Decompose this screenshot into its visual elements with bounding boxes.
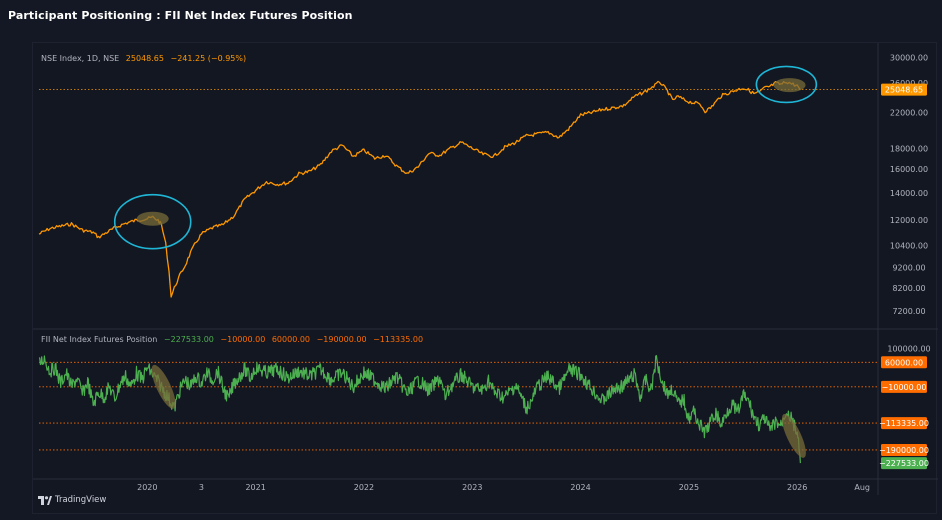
tradingview-icon [38,495,52,505]
nifty-last-price-label: 25048.65 [885,86,923,95]
x-axis-tick-label: 3 [199,483,204,492]
chart-frame: 30000.00 26000.00 22000.00 18000.00 16000.00… [32,42,938,515]
page-title: Participant Positioning : FII Net Index … [8,9,353,22]
fii-legend-value-1: −227533.00 [163,335,214,344]
fii-reference-label: −113335.00 [879,419,929,428]
fii-reference-label-bg [881,356,927,369]
tradingview-logo[interactable]: TradingView [38,495,106,505]
highlight-marker [773,78,806,93]
nifty-last-price-label-bg [881,83,927,96]
chart-canvas[interactable]: 30000.00 26000.00 22000.00 18000.00 16000.00… [33,43,938,515]
x-axis-tick-label: 2022 [354,483,374,492]
fii-legend-value-5: −113335.00 [373,335,424,344]
fii-legend[interactable]: FII Net Index Futures Position −227533.0… [41,335,427,344]
nifty-y-tick-label: 7200.00 [892,307,925,316]
nifty-y-tick-label: 18000.00 [890,144,928,153]
x-axis-tick-label: 2020 [137,483,157,492]
highlight-marker [151,364,176,409]
fii-reference-label-bg [881,380,927,393]
fii-legend-value-2: −10000.00 [220,335,266,344]
fii-legend-value-4: −190000.00 [316,335,367,344]
fii-legend-value-3: 60000.00 [271,335,311,344]
nifty-y-tick-label: 8200.00 [892,284,925,293]
nifty-legend-symbol: NSE Index, 1D, NSE [41,54,120,63]
fii-reference-label: −10000.00 [882,383,927,392]
fii-legend-title: FII Net Index Futures Position [41,335,158,344]
nifty-legend-value: 25048.65 [125,54,164,63]
nifty-y-tick-label: 14000.00 [890,189,928,198]
fii-reference-label-bg [881,443,927,456]
nifty-y-tick-label: 22000.00 [890,109,928,118]
x-axis-tick-label: 2026 [787,483,807,492]
nifty-legend[interactable]: NSE Index, 1D, NSE 25048.65 −241.25 (−0.… [41,54,250,63]
fii-last-value-label: −227533.00 [879,459,929,468]
highlight-marker [136,211,169,226]
fii-last-value-label-bg [881,457,927,470]
nifty-y-tick-label: 30000.00 [890,54,928,63]
highlight-marker [781,413,806,458]
nifty-y-tick-label: 26000.00 [890,79,928,88]
nifty-y-tick-label: 16000.00 [890,165,928,174]
x-axis-tick-label: 2021 [245,483,265,492]
nifty-series-line [38,80,801,298]
x-axis-tick-label: 2025 [679,483,699,492]
nifty-y-tick-label: 10400.00 [890,242,928,251]
x-axis-tick-label: 2024 [570,483,590,492]
fii-reference-label: −190000.00 [879,446,929,455]
fii-y-tick-label: 100000.00 [887,344,930,353]
nifty-legend-change: −241.25 (−0.95%) [170,54,247,63]
nifty-y-tick-label: 9200.00 [892,263,925,272]
fii-reference-label-bg [881,417,927,430]
x-axis-tick-label: 2023 [462,483,482,492]
annotation-circle [755,65,818,104]
tradingview-label: TradingView [55,495,107,505]
fii-reference-label: 60000.00 [885,358,923,367]
nifty-y-tick-label: 12000.00 [890,216,928,225]
annotation-circle [113,193,192,250]
x-axis-tick-label: Aug [854,483,870,492]
